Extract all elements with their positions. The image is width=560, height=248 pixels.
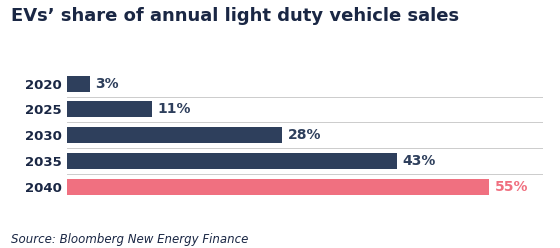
Text: EVs’ share of annual light duty vehicle sales: EVs’ share of annual light duty vehicle … [11,7,459,26]
Bar [67,153,398,169]
Text: 55%: 55% [495,180,528,194]
Text: 28%: 28% [287,128,321,142]
Text: 11%: 11% [157,102,190,116]
Bar [67,101,152,117]
Text: Source: Bloomberg New Energy Finance: Source: Bloomberg New Energy Finance [11,233,249,246]
Bar [67,76,90,92]
Text: 43%: 43% [403,154,436,168]
Bar [67,127,282,143]
Text: 3%: 3% [96,77,119,91]
Bar [67,179,489,195]
